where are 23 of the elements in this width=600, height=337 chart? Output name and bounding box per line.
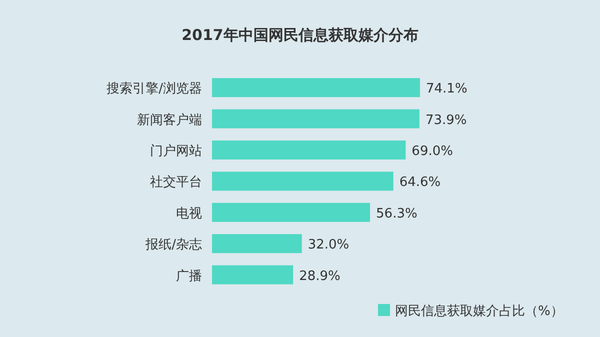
bar (212, 202, 370, 222)
y-tick-label: 新闻客户端 (137, 112, 202, 128)
bar (212, 140, 406, 160)
data-label: 69.0% (412, 144, 453, 159)
data-label: 56.3% (376, 206, 418, 222)
data-label: 64.6% (399, 175, 441, 190)
legend-label: 网民信息获取媒介占比（%） (395, 304, 564, 319)
bar (212, 172, 394, 191)
bar (212, 109, 420, 128)
data-label: 28.9% (299, 268, 340, 284)
y-tick-label: 门户网站 (150, 143, 202, 159)
bar (212, 234, 302, 254)
bar (212, 78, 420, 98)
bar (212, 265, 294, 284)
y-tick-label: 广播 (176, 268, 202, 284)
y-tick-label: 电视 (176, 206, 202, 222)
chart-title: 2017年中国网民信息获取媒介分布 (182, 26, 418, 44)
data-label: 32.0% (308, 238, 350, 253)
data-label: 74.1% (426, 82, 468, 97)
data-label: 73.9% (425, 112, 467, 128)
y-tick-label: 报纸/杂志 (144, 238, 202, 253)
y-tick-label: 社交平台 (150, 174, 202, 190)
y-tick-label: 搜索引擎/浏览器 (106, 82, 202, 97)
